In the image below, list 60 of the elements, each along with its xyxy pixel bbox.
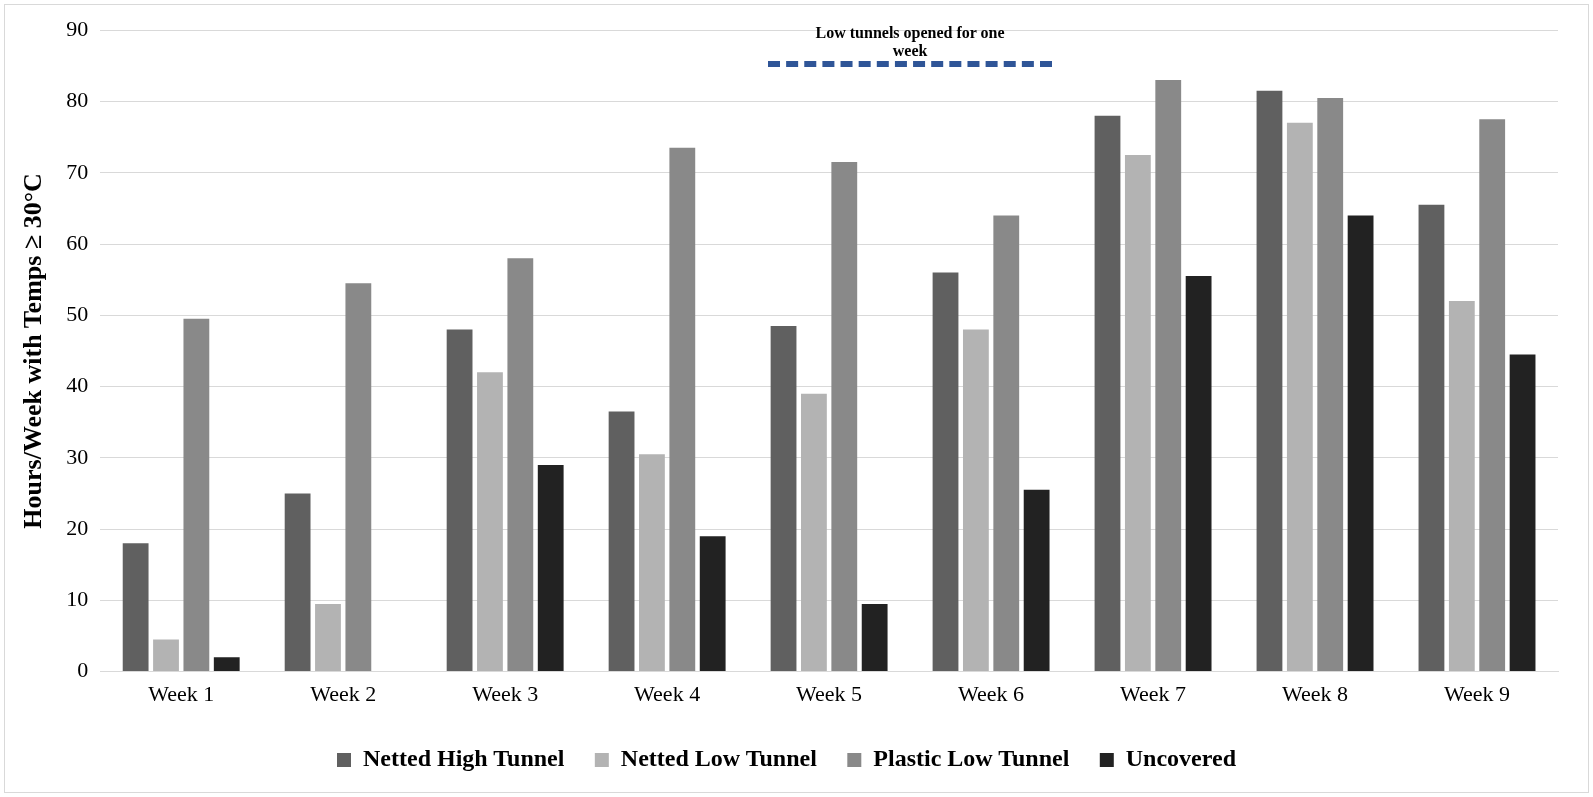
bar [993,215,1020,672]
y-tick-label: 0 [77,657,89,683]
bar [831,162,858,672]
bar [962,329,989,672]
y-tick-label: 60 [66,229,89,255]
bar [1023,489,1050,672]
bar [507,258,534,672]
bar [1185,276,1212,672]
bar [315,603,341,672]
y-tick-label: 10 [66,586,89,612]
bar [639,454,665,672]
bar [801,393,827,672]
x-tick-label: Week 2 [310,680,377,706]
x-tick-label: Week 8 [1282,680,1349,706]
bar [446,329,473,672]
bar [1317,97,1344,672]
bar [284,493,311,672]
bar [153,639,179,672]
bar [861,603,888,672]
bar [770,325,797,672]
bar [1124,154,1151,672]
x-tick-label: Week 7 [1120,680,1187,706]
bar [183,318,210,672]
bar [1155,80,1182,672]
x-tick-label: Week 9 [1443,680,1511,706]
y-tick-label: 80 [66,87,89,113]
y-tick-label: 50 [66,301,89,327]
bar [1094,115,1121,672]
bar [477,372,503,672]
bar [1479,119,1506,672]
bar [932,272,959,672]
y-tick-label: 90 [66,15,89,41]
legend-label: Netted Low Tunnel [620,745,818,772]
bar [213,657,240,672]
bar [1347,215,1374,672]
bar [1286,122,1313,672]
bar [669,147,696,672]
bar [1256,90,1283,672]
bar [608,411,635,672]
bar [122,543,149,672]
bar [1509,354,1536,672]
x-tick-label: Week 1 [148,680,215,706]
bar [537,464,564,672]
x-tick-label: Week 6 [958,680,1025,706]
y-tick-label: 40 [66,372,89,398]
y-axis-title: Hours/Week with Temps ≥ 30°C [18,173,48,529]
x-tick-label: Week 3 [472,680,539,706]
bar [1448,301,1475,672]
bar [699,536,726,672]
legend-label: Plastic Low Tunnel [873,745,1070,772]
x-tick-label: Week 4 [634,680,701,706]
legend-label: Netted High Tunnel [363,745,565,772]
bar [345,283,372,672]
annotation: Low tunnels opened for one week [815,24,1005,60]
legend-label: Uncovered [1125,745,1237,772]
y-tick-label: 70 [66,158,89,184]
y-tick-label: 30 [66,443,89,469]
x-tick-label: Week 5 [796,680,863,706]
bar [1418,204,1445,672]
y-tick-label: 20 [66,514,89,540]
